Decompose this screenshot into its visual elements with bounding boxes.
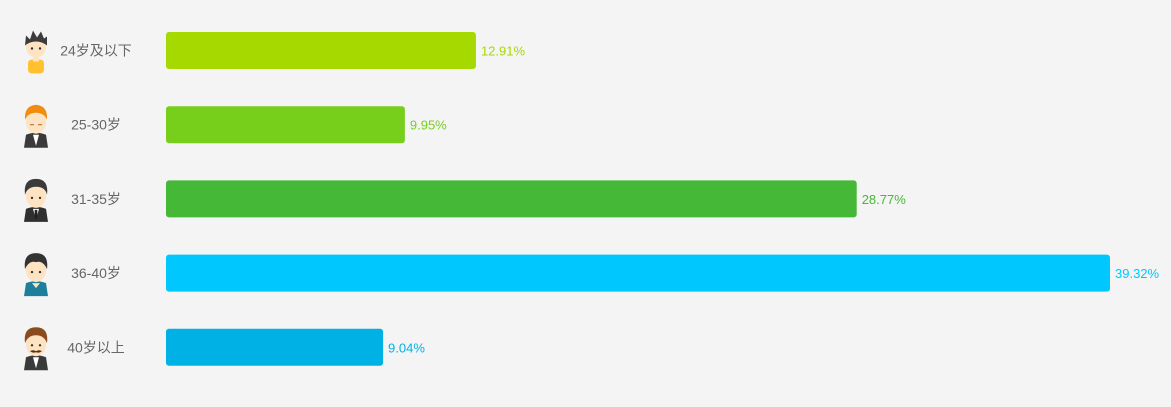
- category-label: 40岁以上: [67, 339, 125, 355]
- bar: [166, 328, 384, 366]
- bar: [166, 106, 405, 144]
- value-label: 39.32%: [1115, 266, 1160, 281]
- man-mustache-suit-icon: [24, 327, 48, 371]
- value-label: 9.04%: [388, 340, 425, 355]
- category-label: 36-40岁: [71, 265, 121, 281]
- man-orange-hair-suit-icon: [24, 104, 48, 148]
- category-label: 25-30岁: [71, 117, 121, 133]
- value-label: 28.77%: [862, 192, 907, 207]
- young-man-yellow-shirt-icon: [25, 30, 47, 74]
- man-dark-hair-suit-icon: [24, 178, 48, 222]
- bar: [166, 254, 1110, 292]
- bar: [166, 32, 476, 69]
- value-label: 12.91%: [481, 44, 526, 59]
- value-label: 9.95%: [410, 118, 447, 133]
- category-label: 24岁及以下: [60, 43, 132, 59]
- man-teal-shirt-icon: [24, 253, 48, 297]
- category-label: 31-35岁: [71, 191, 121, 207]
- bar: [166, 180, 857, 218]
